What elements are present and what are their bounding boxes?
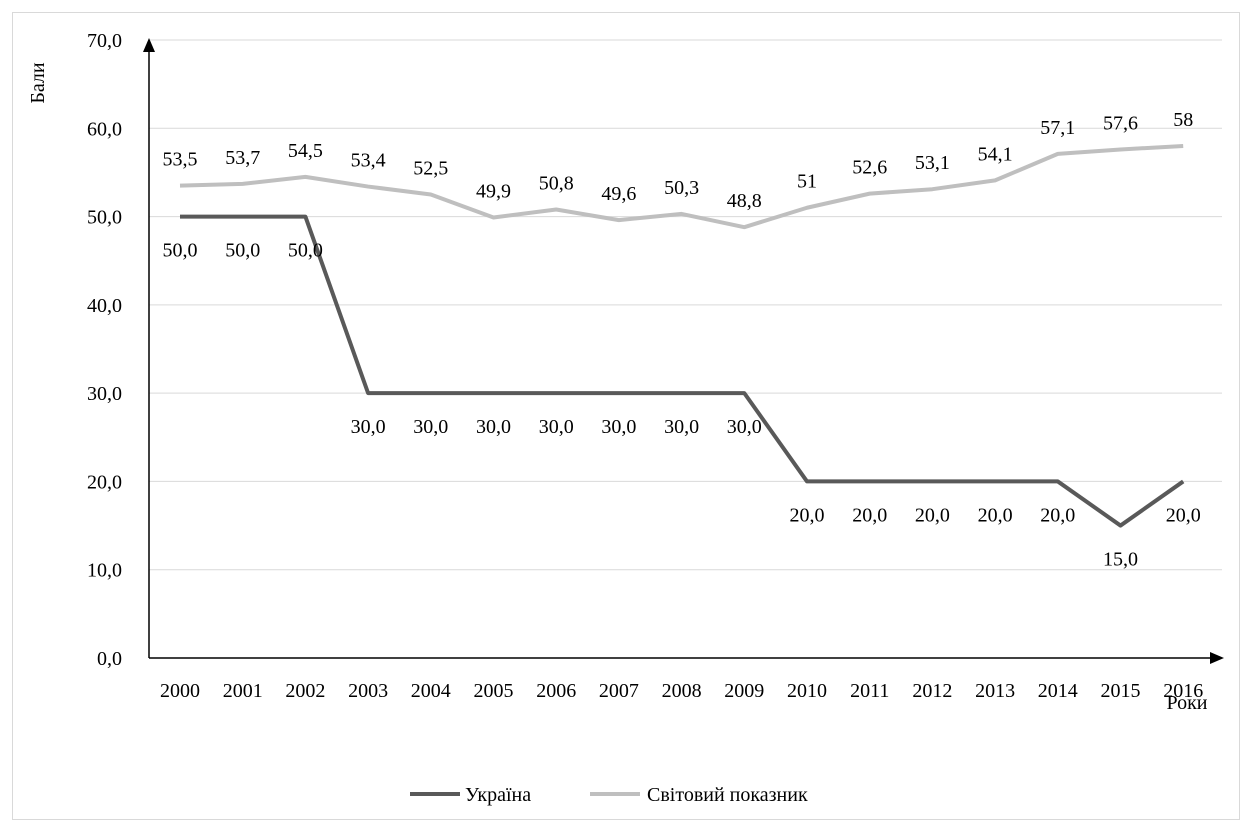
data-label-world: 57,1 — [1040, 117, 1075, 139]
x-tick-label: 2013 — [975, 680, 1015, 702]
data-label-ukraine: 30,0 — [413, 416, 448, 438]
y-tick-label: 50,0 — [87, 207, 122, 229]
series-line-world — [179, 143, 1184, 230]
data-label-world: 49,9 — [476, 180, 511, 202]
x-tick-label: 2009 — [724, 680, 764, 702]
x-tick-label: 2014 — [1038, 680, 1078, 702]
data-label-world: 52,6 — [852, 157, 887, 179]
x-tick-label: 2002 — [285, 680, 325, 702]
data-label-world: 50,8 — [539, 173, 574, 195]
legend-label-ukraine: Україна — [465, 784, 531, 806]
data-label-ukraine: 15,0 — [1103, 549, 1138, 571]
y-tick-label: 70,0 — [87, 30, 122, 52]
data-label-ukraine: 20,0 — [1040, 504, 1075, 526]
y-tick-label: 20,0 — [87, 471, 122, 493]
x-tick-label: 2015 — [1101, 680, 1141, 702]
data-label-ukraine: 30,0 — [539, 416, 574, 438]
y-tick-label: 40,0 — [87, 295, 122, 317]
x-tick-label: 2000 — [160, 680, 200, 702]
data-label-ukraine: 30,0 — [351, 416, 386, 438]
y-axis-arrow — [143, 38, 155, 52]
x-tick-label: 2011 — [850, 680, 889, 702]
y-tick-labels: 0,0 10,0 20,0 30,0 40,0 50,0 60,0 70,0 — [87, 30, 122, 670]
data-label-ukraine: 30,0 — [664, 416, 699, 438]
data-label-world: 48,8 — [727, 190, 762, 212]
series-line-ukraine — [180, 214, 1185, 528]
x-tick-label: 2003 — [348, 680, 388, 702]
data-label-world: 53,5 — [163, 149, 198, 171]
x-axis-title: Роки — [1166, 692, 1207, 714]
data-label-ukraine: 20,0 — [790, 504, 825, 526]
data-label-ukraine: 20,0 — [915, 504, 950, 526]
x-tick-label: 2008 — [662, 680, 702, 702]
data-label-ukraine: 30,0 — [727, 416, 762, 438]
x-axis-arrow — [1210, 652, 1224, 664]
data-label-ukraine: 20,0 — [1166, 504, 1201, 526]
data-label-ukraine: 50,0 — [288, 240, 323, 262]
data-labels: 50,0 50,0 50,0 30,0 30,0 30,0 30,0 30,0 30,0 30,0… — [163, 109, 1201, 571]
data-label-ukraine: 50,0 — [225, 240, 260, 262]
data-label-world: 51 — [797, 171, 817, 193]
x-tick-label: 2005 — [474, 680, 514, 702]
legend: Україна Світовий показник — [410, 784, 808, 806]
y-tick-label: 10,0 — [87, 560, 122, 582]
y-tick-label: 60,0 — [87, 118, 122, 140]
data-label-world: 57,6 — [1103, 112, 1138, 134]
x-tick-labels: 2000 2001 2002 2003 2004 2005 2006 2007 2008 2009… — [160, 680, 1203, 702]
data-label-world: 53,1 — [915, 152, 950, 174]
axes — [143, 38, 1224, 664]
data-label-world: 53,4 — [351, 150, 386, 172]
y-tick-label: 30,0 — [87, 383, 122, 405]
data-label-world: 53,7 — [225, 147, 260, 169]
y-tick-label: 0,0 — [97, 648, 122, 670]
x-tick-label: 2010 — [787, 680, 827, 702]
data-label-ukraine: 30,0 — [476, 416, 511, 438]
data-label-world: 54,1 — [978, 143, 1013, 165]
data-label-world: 54,5 — [288, 140, 323, 162]
series-lines — [179, 143, 1185, 528]
legend-label-world: Світовий показник — [647, 784, 808, 806]
data-label-world: 52,5 — [413, 158, 448, 180]
data-label-world: 58 — [1173, 109, 1193, 131]
y-axis-title: Бали — [27, 62, 49, 104]
data-label-ukraine: 20,0 — [852, 504, 887, 526]
chart-frame — [12, 12, 1240, 820]
data-label-world: 49,6 — [601, 183, 636, 205]
data-label-ukraine: 20,0 — [978, 504, 1013, 526]
data-label-ukraine: 50,0 — [163, 240, 198, 262]
x-tick-label: 2012 — [912, 680, 952, 702]
x-tick-label: 2001 — [223, 680, 263, 702]
data-label-ukraine: 30,0 — [601, 416, 636, 438]
x-tick-label: 2004 — [411, 680, 451, 702]
x-tick-label: 2016 — [1163, 680, 1203, 702]
data-label-world: 50,3 — [664, 177, 699, 199]
x-tick-label: 2006 — [536, 680, 576, 702]
x-tick-label: 2007 — [599, 680, 639, 702]
